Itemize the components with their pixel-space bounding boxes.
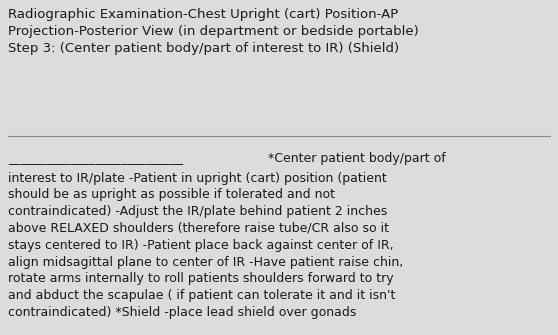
- Text: interest to IR/plate -Patient in upright (cart) position (patient
should be as u: interest to IR/plate -Patient in upright…: [8, 172, 403, 319]
- Text: *Center patient body/part of: *Center patient body/part of: [268, 152, 446, 165]
- Text: Radiographic Examination-Chest Upright (cart) Position-AP
Projection-Posterior V: Radiographic Examination-Chest Upright (…: [8, 8, 418, 55]
- Text: ____________________________: ____________________________: [8, 152, 183, 165]
